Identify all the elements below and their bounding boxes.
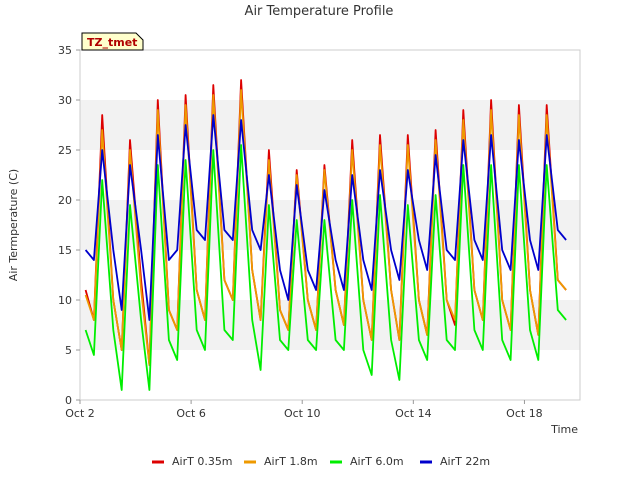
legend-entry: AirT 6.0m <box>350 455 404 468</box>
plot-frame <box>79 49 581 401</box>
x-axis-label: Time <box>550 423 578 436</box>
y-axis-ticks: 0 5 10 15 20 25 30 35 <box>58 44 80 407</box>
legend-entry: AirT 1.8m <box>264 455 318 468</box>
x-tick-label: Oct 14 <box>395 407 432 420</box>
y-tick-label: 20 <box>58 194 72 207</box>
x-tick-label: Oct 10 <box>284 407 321 420</box>
legend-entry: AirT 0.35m <box>172 455 233 468</box>
tz-badge: TZ_tmet <box>81 32 144 51</box>
y-tick-label: 15 <box>58 244 72 257</box>
series-line-airt-22m <box>84 114 567 321</box>
x-tick-label: Oct 6 <box>176 407 206 420</box>
x-tick-label: Oct 18 <box>506 407 543 420</box>
y-tick-label: 25 <box>58 144 72 157</box>
legend-entry: AirT 22m <box>440 455 490 468</box>
y-tick-label: 0 <box>65 394 72 407</box>
y-tick-label: 30 <box>58 94 72 107</box>
series-lines <box>84 79 567 391</box>
grid-band <box>80 50 580 100</box>
series-line-airt-1-8m <box>84 89 567 366</box>
series-line-airt-6-0m <box>84 144 567 391</box>
tz-badge-shape <box>81 32 144 51</box>
legend: AirT 0.35m AirT 1.8m AirT 6.0m AirT 22m <box>152 455 490 468</box>
y-tick-label: 35 <box>58 44 72 57</box>
y-tick-label: 5 <box>65 344 72 357</box>
grid-band <box>80 100 580 150</box>
chart-title: Air Temperature Profile <box>245 4 394 19</box>
grid-band <box>80 300 580 350</box>
grid-band <box>80 350 580 400</box>
x-tick-label: Oct 2 <box>65 407 95 420</box>
y-tick-label: 10 <box>58 294 72 307</box>
tz-badge-label: TZ_tmet <box>87 36 137 49</box>
x-axis-ticks: Oct 2 Oct 6 Oct 10 Oct 14 Oct 18 <box>65 400 543 420</box>
y-axis-label: Air Termperature (C) <box>7 169 20 281</box>
